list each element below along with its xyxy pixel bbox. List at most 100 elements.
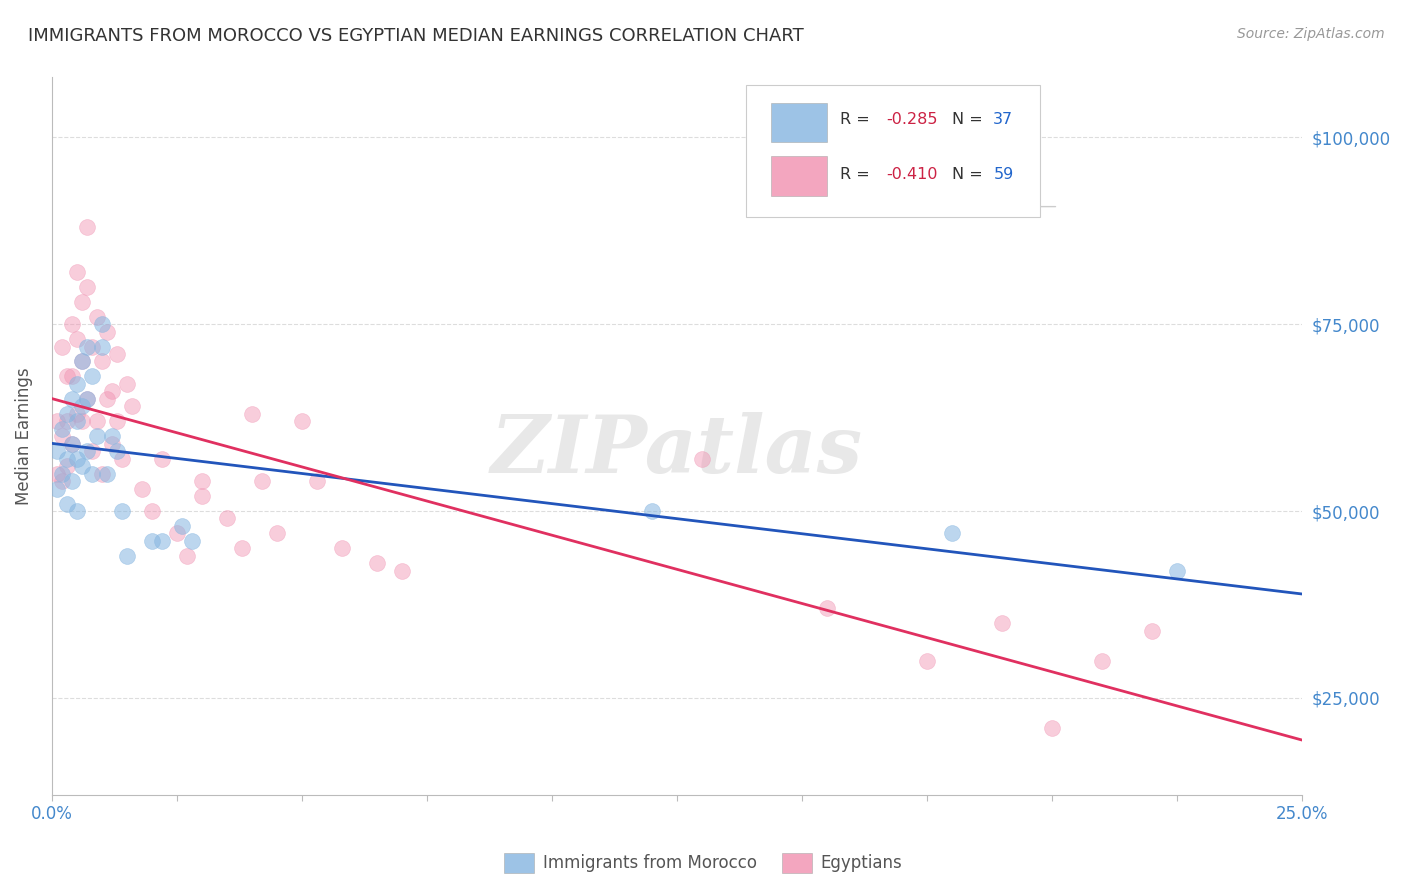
Point	[115, 549, 138, 563]
Point	[111, 504, 134, 518]
Point	[215, 511, 238, 525]
Point	[66, 407, 89, 421]
Point	[1140, 624, 1163, 638]
Point	[60, 436, 83, 450]
Point	[86, 310, 108, 324]
Point	[90, 354, 112, 368]
Text: IMMIGRANTS FROM MOROCCO VS EGYPTIAN MEDIAN EARNINGS CORRELATION CHART: IMMIGRANTS FROM MOROCCO VS EGYPTIAN MEDI…	[28, 27, 804, 45]
Point	[690, 451, 713, 466]
Point	[815, 601, 838, 615]
Point	[291, 414, 314, 428]
Point	[915, 653, 938, 667]
Point	[231, 541, 253, 556]
Point	[45, 414, 67, 428]
Point	[66, 504, 89, 518]
Point	[111, 451, 134, 466]
Point	[191, 489, 214, 503]
Point	[45, 444, 67, 458]
Point	[66, 414, 89, 428]
Point	[80, 467, 103, 481]
Point	[70, 294, 93, 309]
Point	[80, 340, 103, 354]
Point	[55, 414, 77, 428]
Point	[51, 422, 73, 436]
Point	[96, 392, 118, 406]
Point	[70, 459, 93, 474]
Point	[51, 467, 73, 481]
Point	[76, 340, 98, 354]
Text: 59: 59	[993, 167, 1014, 182]
Point	[266, 526, 288, 541]
Point	[1091, 653, 1114, 667]
Point	[105, 414, 128, 428]
Point	[60, 317, 83, 331]
Text: 37: 37	[993, 112, 1014, 127]
Point	[105, 347, 128, 361]
Point	[55, 459, 77, 474]
Point	[76, 444, 98, 458]
Point	[76, 392, 98, 406]
Point	[1166, 564, 1188, 578]
Point	[121, 400, 143, 414]
Point	[66, 265, 89, 279]
Point	[55, 369, 77, 384]
Point	[45, 467, 67, 481]
Point	[70, 414, 93, 428]
Legend: Immigrants from Morocco, Egyptians: Immigrants from Morocco, Egyptians	[498, 847, 908, 880]
Point	[96, 467, 118, 481]
Point	[70, 354, 93, 368]
Text: ZIPatlas: ZIPatlas	[491, 412, 863, 490]
Point	[180, 533, 202, 548]
Point	[131, 482, 153, 496]
Point	[76, 279, 98, 293]
Point	[366, 557, 388, 571]
Point	[150, 533, 173, 548]
Point	[641, 504, 664, 518]
Text: Source: ZipAtlas.com: Source: ZipAtlas.com	[1237, 27, 1385, 41]
Point	[141, 533, 163, 548]
Point	[55, 451, 77, 466]
Point	[76, 392, 98, 406]
Point	[305, 474, 328, 488]
Point	[66, 332, 89, 346]
Text: -0.285: -0.285	[886, 112, 938, 127]
Point	[96, 325, 118, 339]
Point	[55, 496, 77, 510]
Point	[55, 407, 77, 421]
Text: R =: R =	[839, 167, 875, 182]
Point	[191, 474, 214, 488]
Point	[1040, 721, 1063, 735]
Point	[60, 474, 83, 488]
Point	[150, 451, 173, 466]
Point	[60, 369, 83, 384]
Point	[90, 317, 112, 331]
Point	[80, 444, 103, 458]
Point	[330, 541, 353, 556]
Point	[100, 384, 122, 399]
Point	[66, 376, 89, 391]
Point	[51, 340, 73, 354]
Point	[115, 376, 138, 391]
Point	[51, 474, 73, 488]
Point	[250, 474, 273, 488]
Bar	[770, 156, 827, 196]
Point	[90, 340, 112, 354]
Point	[170, 519, 193, 533]
Point	[941, 526, 963, 541]
Point	[991, 616, 1014, 631]
Text: N =: N =	[952, 167, 988, 182]
Point	[45, 482, 67, 496]
Y-axis label: Median Earnings: Median Earnings	[15, 368, 32, 505]
Point	[60, 436, 83, 450]
Point	[51, 429, 73, 443]
Point	[391, 564, 413, 578]
Text: -0.410: -0.410	[886, 167, 938, 182]
Point	[90, 467, 112, 481]
Point	[100, 429, 122, 443]
Bar	[745, 85, 1039, 218]
Point	[166, 526, 188, 541]
Point	[66, 451, 89, 466]
Point	[86, 429, 108, 443]
Text: N =: N =	[952, 112, 988, 127]
Point	[80, 369, 103, 384]
